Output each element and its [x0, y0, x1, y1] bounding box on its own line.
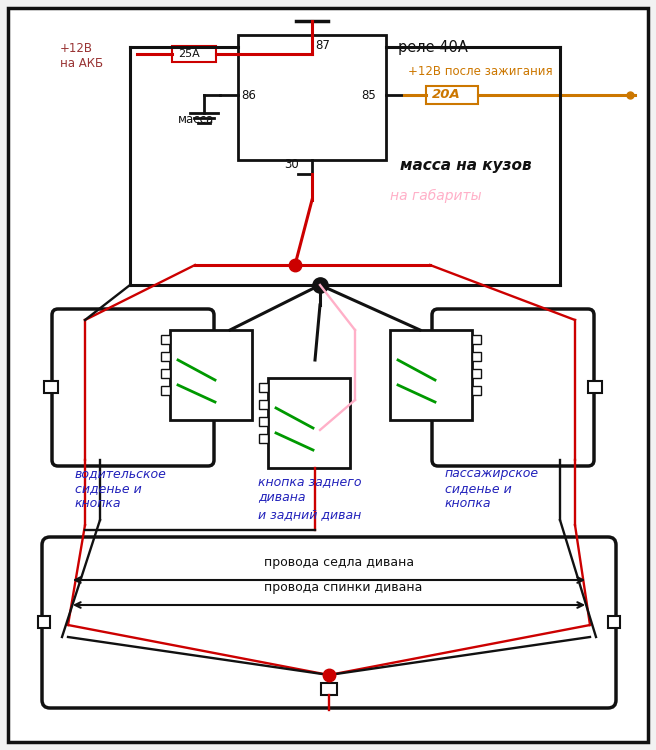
Bar	[38, 616, 50, 628]
Text: реле 40А: реле 40А	[398, 40, 468, 55]
Bar	[161, 369, 170, 378]
Bar	[259, 434, 268, 443]
Bar	[472, 352, 481, 361]
FancyBboxPatch shape	[52, 309, 214, 466]
Bar	[172, 46, 216, 62]
Bar	[472, 369, 481, 378]
Text: на габариты: на габариты	[390, 189, 482, 203]
Bar	[588, 381, 602, 393]
Bar	[161, 386, 170, 395]
Text: 20А: 20А	[432, 88, 461, 101]
Text: 86: 86	[241, 89, 256, 102]
FancyBboxPatch shape	[268, 378, 350, 468]
Text: масса на кузов: масса на кузов	[400, 158, 531, 173]
Text: +12В после зажигания: +12В после зажигания	[408, 65, 552, 78]
FancyBboxPatch shape	[432, 309, 594, 466]
Bar	[161, 335, 170, 344]
Text: 85: 85	[361, 89, 376, 102]
FancyBboxPatch shape	[8, 8, 648, 742]
FancyBboxPatch shape	[170, 330, 252, 420]
Text: +12В
на АКБ: +12В на АКБ	[60, 42, 103, 70]
Text: провода седла дивана: провода седла дивана	[264, 556, 414, 569]
Text: 87: 87	[315, 39, 330, 52]
FancyBboxPatch shape	[238, 35, 386, 160]
Text: водительское
сиденье и
кнопка: водительское сиденье и кнопка	[75, 467, 167, 510]
Bar	[44, 381, 58, 393]
Bar	[259, 400, 268, 409]
FancyBboxPatch shape	[390, 330, 472, 420]
Bar	[259, 383, 268, 392]
Text: провода спинки дивана: провода спинки дивана	[264, 581, 422, 594]
Text: и задний диван: и задний диван	[258, 508, 361, 521]
Bar	[259, 417, 268, 426]
Bar	[161, 352, 170, 361]
Bar	[472, 335, 481, 344]
Bar	[472, 386, 481, 395]
Text: пассажирское
сиденье и
кнопка: пассажирское сиденье и кнопка	[445, 467, 539, 510]
Text: 30: 30	[284, 158, 298, 171]
Bar	[321, 683, 337, 695]
FancyBboxPatch shape	[42, 537, 616, 708]
Text: масса: масса	[178, 113, 215, 126]
Bar	[608, 616, 620, 628]
Text: 25А: 25А	[178, 49, 199, 59]
Text: кнопка заднего
дивана: кнопка заднего дивана	[258, 475, 361, 503]
Bar	[426, 86, 478, 104]
